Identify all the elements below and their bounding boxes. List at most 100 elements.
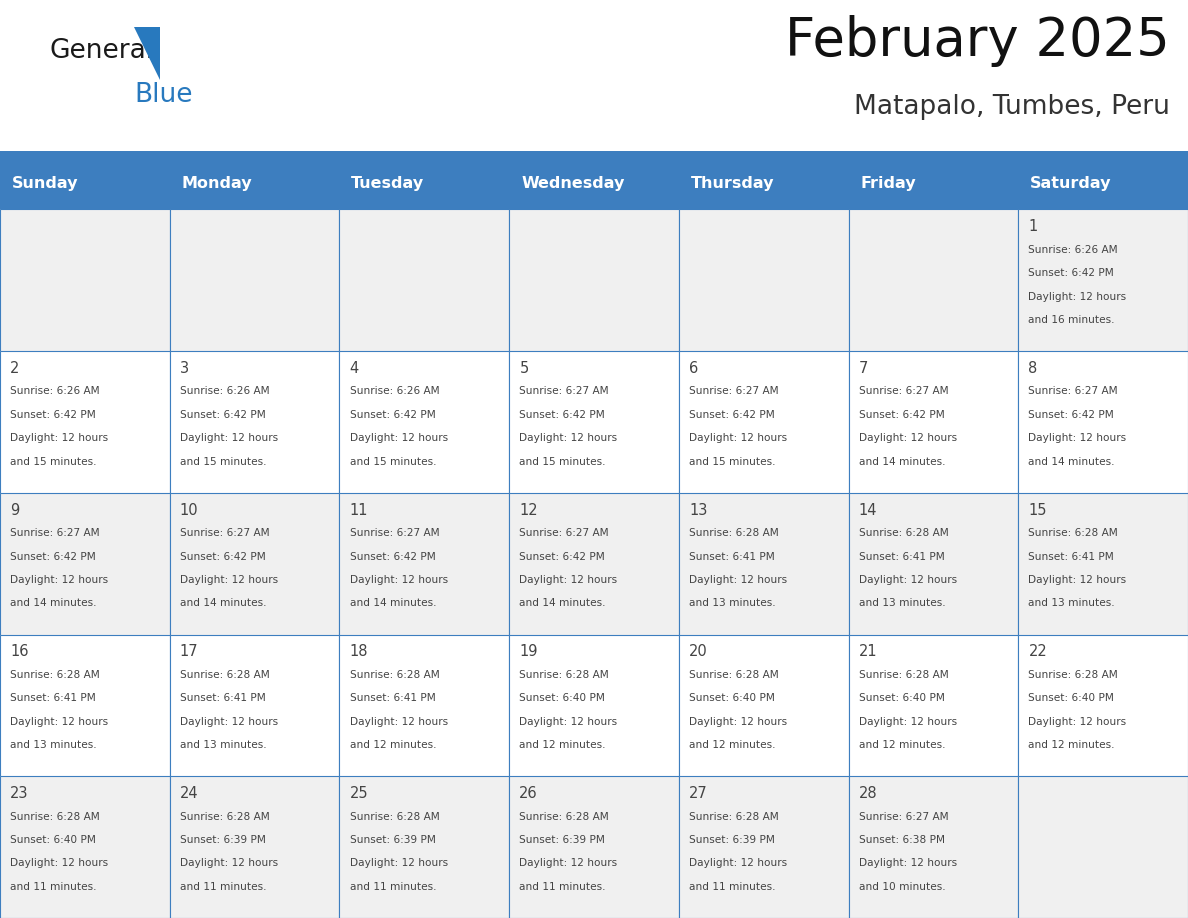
Bar	[510, 493, 678, 634]
Bar	[340, 209, 510, 351]
Text: Daylight: 12 hours: Daylight: 12 hours	[349, 717, 448, 727]
Text: Daylight: 12 hours: Daylight: 12 hours	[349, 858, 448, 868]
Text: and 15 minutes.: and 15 minutes.	[689, 456, 776, 466]
Text: 7: 7	[859, 361, 868, 376]
Text: and 14 minutes.: and 14 minutes.	[11, 599, 96, 609]
Bar	[340, 351, 510, 493]
Bar	[678, 157, 848, 209]
Text: Daylight: 12 hours: Daylight: 12 hours	[859, 575, 956, 585]
Text: General: General	[50, 38, 154, 64]
Text: Sunset: 6:41 PM: Sunset: 6:41 PM	[179, 693, 266, 703]
Text: and 13 minutes.: and 13 minutes.	[859, 599, 946, 609]
Text: and 13 minutes.: and 13 minutes.	[689, 599, 776, 609]
Text: and 12 minutes.: and 12 minutes.	[519, 740, 606, 750]
Bar	[170, 493, 340, 634]
Bar	[678, 493, 848, 634]
Text: Sunset: 6:41 PM: Sunset: 6:41 PM	[859, 552, 944, 562]
Text: 21: 21	[859, 644, 878, 659]
Text: February 2025: February 2025	[785, 15, 1170, 67]
Text: Daylight: 12 hours: Daylight: 12 hours	[11, 575, 108, 585]
Text: Sunrise: 6:26 AM: Sunrise: 6:26 AM	[11, 386, 100, 397]
Text: 19: 19	[519, 644, 538, 659]
Text: Sunrise: 6:28 AM: Sunrise: 6:28 AM	[179, 812, 270, 822]
Bar	[1018, 634, 1188, 777]
Bar	[678, 351, 848, 493]
Text: and 12 minutes.: and 12 minutes.	[689, 740, 776, 750]
Text: and 14 minutes.: and 14 minutes.	[1029, 456, 1116, 466]
Text: and 13 minutes.: and 13 minutes.	[1029, 599, 1116, 609]
Text: and 14 minutes.: and 14 minutes.	[859, 456, 946, 466]
Text: and 16 minutes.: and 16 minutes.	[1029, 315, 1116, 325]
Text: Sunrise: 6:28 AM: Sunrise: 6:28 AM	[519, 670, 609, 680]
Text: and 13 minutes.: and 13 minutes.	[11, 740, 96, 750]
Text: Daylight: 12 hours: Daylight: 12 hours	[859, 433, 956, 443]
Text: Sunset: 6:39 PM: Sunset: 6:39 PM	[519, 835, 605, 845]
Text: Sunset: 6:42 PM: Sunset: 6:42 PM	[859, 409, 944, 420]
Text: 14: 14	[859, 503, 877, 518]
Text: Daylight: 12 hours: Daylight: 12 hours	[859, 858, 956, 868]
Bar	[1018, 777, 1188, 918]
Text: Sunrise: 6:28 AM: Sunrise: 6:28 AM	[859, 670, 948, 680]
Bar	[340, 157, 510, 209]
Text: Sunrise: 6:27 AM: Sunrise: 6:27 AM	[689, 386, 778, 397]
Text: Daylight: 12 hours: Daylight: 12 hours	[349, 575, 448, 585]
Bar	[340, 777, 510, 918]
Text: Wednesday: Wednesday	[522, 175, 625, 191]
Text: and 15 minutes.: and 15 minutes.	[179, 456, 266, 466]
Text: Sunset: 6:42 PM: Sunset: 6:42 PM	[11, 552, 96, 562]
Text: Sunset: 6:42 PM: Sunset: 6:42 PM	[179, 552, 266, 562]
Text: 10: 10	[179, 503, 198, 518]
Text: Sunset: 6:41 PM: Sunset: 6:41 PM	[349, 693, 435, 703]
Text: Sunset: 6:39 PM: Sunset: 6:39 PM	[689, 835, 775, 845]
Text: Daylight: 12 hours: Daylight: 12 hours	[11, 717, 108, 727]
Text: Sunset: 6:42 PM: Sunset: 6:42 PM	[689, 409, 775, 420]
Bar	[848, 493, 1018, 634]
Text: Sunrise: 6:27 AM: Sunrise: 6:27 AM	[1029, 386, 1118, 397]
Text: Daylight: 12 hours: Daylight: 12 hours	[179, 717, 278, 727]
Text: Daylight: 12 hours: Daylight: 12 hours	[689, 717, 788, 727]
Text: and 15 minutes.: and 15 minutes.	[519, 456, 606, 466]
Text: Sunday: Sunday	[12, 175, 78, 191]
Text: 25: 25	[349, 786, 368, 801]
Text: 8: 8	[1029, 361, 1038, 376]
Text: Daylight: 12 hours: Daylight: 12 hours	[519, 717, 618, 727]
Text: and 11 minutes.: and 11 minutes.	[689, 882, 776, 892]
Bar	[0, 209, 170, 351]
Text: 23: 23	[11, 786, 29, 801]
Bar	[170, 157, 340, 209]
Text: 12: 12	[519, 503, 538, 518]
Text: Daylight: 12 hours: Daylight: 12 hours	[689, 858, 788, 868]
Text: Saturday: Saturday	[1030, 175, 1112, 191]
Text: and 12 minutes.: and 12 minutes.	[349, 740, 436, 750]
Text: Sunrise: 6:28 AM: Sunrise: 6:28 AM	[689, 670, 779, 680]
Text: Sunset: 6:40 PM: Sunset: 6:40 PM	[519, 693, 605, 703]
Text: Monday: Monday	[182, 175, 252, 191]
Text: Sunrise: 6:28 AM: Sunrise: 6:28 AM	[689, 528, 779, 538]
Text: 24: 24	[179, 786, 198, 801]
Text: Sunset: 6:39 PM: Sunset: 6:39 PM	[179, 835, 266, 845]
Bar	[848, 157, 1018, 209]
Text: and 11 minutes.: and 11 minutes.	[519, 882, 606, 892]
Bar	[0, 157, 170, 209]
Text: 5: 5	[519, 361, 529, 376]
Bar	[678, 777, 848, 918]
Text: and 11 minutes.: and 11 minutes.	[349, 882, 436, 892]
Text: and 13 minutes.: and 13 minutes.	[179, 740, 266, 750]
Text: and 14 minutes.: and 14 minutes.	[519, 599, 606, 609]
Text: Sunrise: 6:27 AM: Sunrise: 6:27 AM	[859, 386, 948, 397]
Text: Daylight: 12 hours: Daylight: 12 hours	[519, 858, 618, 868]
Text: Sunrise: 6:28 AM: Sunrise: 6:28 AM	[11, 812, 100, 822]
Text: and 11 minutes.: and 11 minutes.	[11, 882, 96, 892]
Text: Friday: Friday	[860, 175, 916, 191]
Text: Sunrise: 6:28 AM: Sunrise: 6:28 AM	[1029, 528, 1118, 538]
Text: Sunrise: 6:28 AM: Sunrise: 6:28 AM	[689, 812, 779, 822]
Bar	[0, 634, 170, 777]
Text: Sunset: 6:42 PM: Sunset: 6:42 PM	[349, 409, 435, 420]
Text: Sunrise: 6:27 AM: Sunrise: 6:27 AM	[519, 528, 609, 538]
Text: and 15 minutes.: and 15 minutes.	[11, 456, 96, 466]
Text: and 12 minutes.: and 12 minutes.	[859, 740, 946, 750]
Bar	[510, 157, 678, 209]
Text: and 14 minutes.: and 14 minutes.	[349, 599, 436, 609]
Text: 15: 15	[1029, 503, 1047, 518]
Bar	[848, 351, 1018, 493]
